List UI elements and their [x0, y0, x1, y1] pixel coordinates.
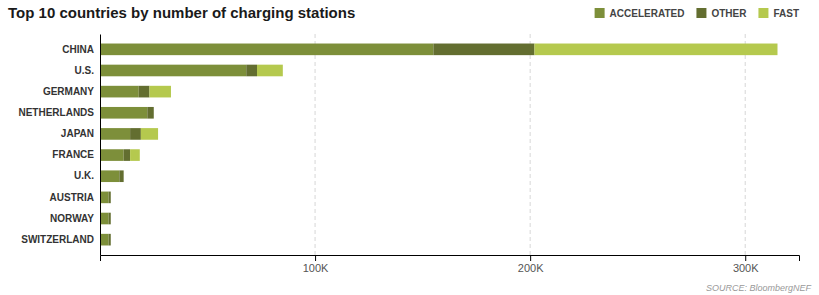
bar: [100, 65, 246, 77]
bar: [100, 170, 119, 182]
legend: FAST OTHER ACCELERATED: [595, 8, 799, 19]
y-tick: AUSTRIA: [50, 192, 100, 203]
legend-label: FAST: [773, 8, 799, 19]
y-tick-label: U.K.: [74, 170, 94, 181]
x-tick-mark: [315, 255, 316, 261]
y-axis-line: [100, 35, 101, 256]
plot: 100K 200K 300K CHINA U.S. GERMANY NETHERLANDS J…: [18, 34, 799, 274]
legend-label: ACCELERATED: [610, 8, 685, 19]
y-tick-label: SWITZERLAND: [21, 234, 94, 245]
y-tick: FRANCE: [52, 149, 100, 160]
y-tick-label: CHINA: [62, 44, 94, 55]
x-axis-line: [101, 256, 800, 262]
y-tick-label: NORWAY: [50, 213, 94, 224]
x-tick: 300K: [733, 255, 759, 274]
chart: Top 10 countries by number of charging s…: [0, 0, 819, 295]
bar: [149, 86, 171, 98]
bar: [100, 234, 109, 246]
bar: [100, 44, 433, 56]
bar: [141, 128, 158, 140]
y-axis: CHINA U.S. GERMANY NETHERLANDS JAPAN FRANCE U.…: [18, 35, 100, 256]
y-tick: JAPAN: [61, 128, 100, 139]
bar: [246, 65, 257, 77]
y-tick: U.K.: [74, 170, 100, 181]
x-tick-mark: [745, 255, 746, 261]
bar: [110, 213, 111, 225]
legend-item: ACCELERATED: [595, 8, 685, 19]
legend-item: OTHER: [696, 8, 747, 19]
annotation: SOURCE: BloombergNEF: [706, 283, 812, 293]
y-tick-label: AUSTRIA: [50, 192, 94, 203]
bar: [130, 128, 141, 140]
bar: [257, 65, 283, 77]
y-tick: NETHERLANDS: [18, 107, 100, 118]
x-tick-label: 300K: [733, 262, 759, 274]
bar: [534, 44, 777, 56]
bar: [123, 170, 124, 182]
y-tick-label: JAPAN: [61, 128, 94, 139]
bar: [153, 107, 154, 119]
y-tick-label: FRANCE: [52, 149, 94, 160]
legend-swatch: [696, 8, 706, 18]
y-tick: U.S.: [75, 65, 100, 76]
grid: [315, 34, 745, 255]
legend-swatch: [758, 8, 768, 18]
bar: [130, 149, 140, 161]
y-tick-label: GERMANY: [43, 86, 94, 97]
y-tick: SWITZERLAND: [21, 234, 100, 245]
series: [100, 44, 433, 246]
bar: [147, 107, 153, 119]
title: Top 10 countries by number of charging s…: [8, 4, 355, 21]
bar: [119, 170, 123, 182]
bar: [100, 86, 139, 98]
x-tick-label: 100K: [303, 262, 329, 274]
bars: [100, 44, 777, 246]
series: [130, 44, 777, 161]
bar: [433, 44, 534, 56]
x-tick: 100K: [303, 255, 329, 274]
bar: [110, 234, 111, 246]
grid-line: [315, 34, 316, 255]
legend-item: FAST: [758, 8, 799, 19]
bar: [100, 128, 130, 140]
bar: [100, 107, 147, 119]
bar: [110, 192, 111, 204]
bar: [124, 149, 130, 161]
y-tick: GERMANY: [43, 86, 100, 97]
y-tick: NORWAY: [50, 213, 100, 224]
y-tick-label: NETHERLANDS: [18, 107, 94, 118]
x-tick-label: 200K: [518, 262, 544, 274]
x-tick: 200K: [518, 255, 544, 274]
x-tick-mark: [530, 255, 531, 261]
legend-swatch: [595, 8, 605, 18]
x-axis: 100K 200K 300K: [101, 255, 800, 274]
grid-line: [530, 34, 531, 255]
bar: [109, 213, 111, 225]
bar: [100, 149, 124, 161]
series: [109, 44, 535, 246]
legend-label: OTHER: [711, 8, 747, 19]
bar: [100, 192, 109, 204]
y-tick-label: U.S.: [75, 65, 95, 76]
bar: [109, 234, 111, 246]
bar: [109, 192, 111, 204]
y-tick: CHINA: [62, 44, 100, 55]
bar: [139, 86, 150, 98]
bar: [100, 213, 109, 225]
grid-line: [745, 34, 746, 255]
